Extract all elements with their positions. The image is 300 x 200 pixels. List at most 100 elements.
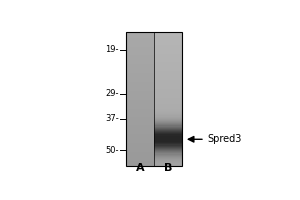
- Bar: [154, 109, 182, 110]
- Bar: [126, 153, 154, 155]
- Bar: [154, 48, 182, 50]
- Bar: [126, 118, 154, 119]
- Bar: [126, 161, 154, 162]
- Bar: [126, 158, 154, 159]
- Bar: [154, 127, 182, 128]
- Bar: [154, 71, 182, 72]
- Bar: [154, 165, 182, 166]
- Bar: [154, 88, 182, 89]
- Bar: [126, 155, 154, 156]
- Bar: [154, 76, 182, 77]
- Bar: [154, 42, 182, 43]
- Bar: [126, 133, 154, 134]
- Bar: [126, 99, 154, 100]
- Bar: [126, 141, 154, 142]
- Bar: [154, 90, 182, 91]
- Bar: [154, 161, 182, 162]
- Bar: [126, 159, 154, 160]
- Bar: [126, 140, 154, 141]
- Bar: [126, 82, 154, 83]
- Bar: [126, 50, 154, 51]
- Bar: [154, 133, 182, 134]
- Bar: [154, 124, 182, 125]
- Bar: [126, 139, 154, 140]
- Bar: [126, 100, 154, 101]
- Bar: [126, 58, 154, 60]
- Bar: [154, 101, 182, 102]
- Bar: [154, 151, 182, 152]
- Bar: [154, 89, 182, 90]
- Bar: [154, 79, 182, 80]
- Bar: [126, 143, 154, 144]
- Bar: [154, 86, 182, 88]
- Bar: [126, 89, 154, 90]
- Bar: [126, 73, 154, 74]
- Bar: [154, 46, 182, 47]
- Bar: [126, 142, 154, 143]
- Bar: [154, 53, 182, 54]
- Bar: [126, 95, 154, 96]
- Bar: [154, 60, 182, 61]
- Bar: [154, 41, 182, 42]
- Bar: [154, 54, 182, 55]
- Bar: [126, 70, 154, 71]
- Bar: [154, 157, 182, 158]
- Bar: [126, 157, 154, 158]
- Bar: [154, 32, 182, 33]
- Bar: [154, 160, 182, 161]
- Text: 50-: 50-: [105, 146, 119, 155]
- Bar: [154, 159, 182, 160]
- Bar: [126, 65, 154, 66]
- Bar: [154, 96, 182, 98]
- Bar: [154, 93, 182, 94]
- Bar: [126, 108, 154, 109]
- Bar: [126, 130, 154, 131]
- Bar: [126, 121, 154, 122]
- Bar: [126, 47, 154, 48]
- Bar: [126, 94, 154, 95]
- Bar: [154, 47, 182, 48]
- Bar: [126, 152, 154, 153]
- Bar: [126, 60, 154, 61]
- Bar: [154, 110, 182, 111]
- Bar: [126, 53, 154, 54]
- Bar: [154, 57, 182, 58]
- Bar: [126, 124, 154, 125]
- Bar: [126, 33, 154, 34]
- Bar: [154, 120, 182, 121]
- Bar: [154, 102, 182, 103]
- Bar: [154, 162, 182, 163]
- Text: 19-: 19-: [105, 45, 119, 54]
- Bar: [154, 100, 182, 101]
- Bar: [126, 134, 154, 136]
- Bar: [126, 147, 154, 148]
- Bar: [154, 121, 182, 122]
- Bar: [154, 66, 182, 67]
- Bar: [154, 82, 182, 83]
- Bar: [126, 132, 154, 133]
- Bar: [154, 148, 182, 149]
- Bar: [154, 67, 182, 69]
- Bar: [126, 67, 154, 69]
- Bar: [126, 102, 154, 103]
- Bar: [126, 122, 154, 123]
- Bar: [154, 73, 182, 74]
- Bar: [154, 107, 182, 108]
- Bar: [126, 75, 154, 76]
- Bar: [154, 112, 182, 113]
- Bar: [126, 79, 154, 80]
- Text: 29-: 29-: [105, 89, 119, 98]
- Bar: [154, 81, 182, 82]
- Bar: [126, 46, 154, 47]
- Bar: [154, 56, 182, 57]
- Bar: [154, 125, 182, 127]
- Bar: [154, 99, 182, 100]
- Bar: [154, 40, 182, 41]
- Bar: [126, 85, 154, 86]
- Bar: [154, 62, 182, 63]
- Bar: [126, 88, 154, 89]
- Bar: [154, 80, 182, 81]
- Bar: [126, 41, 154, 42]
- Bar: [154, 50, 182, 51]
- Bar: [154, 143, 182, 144]
